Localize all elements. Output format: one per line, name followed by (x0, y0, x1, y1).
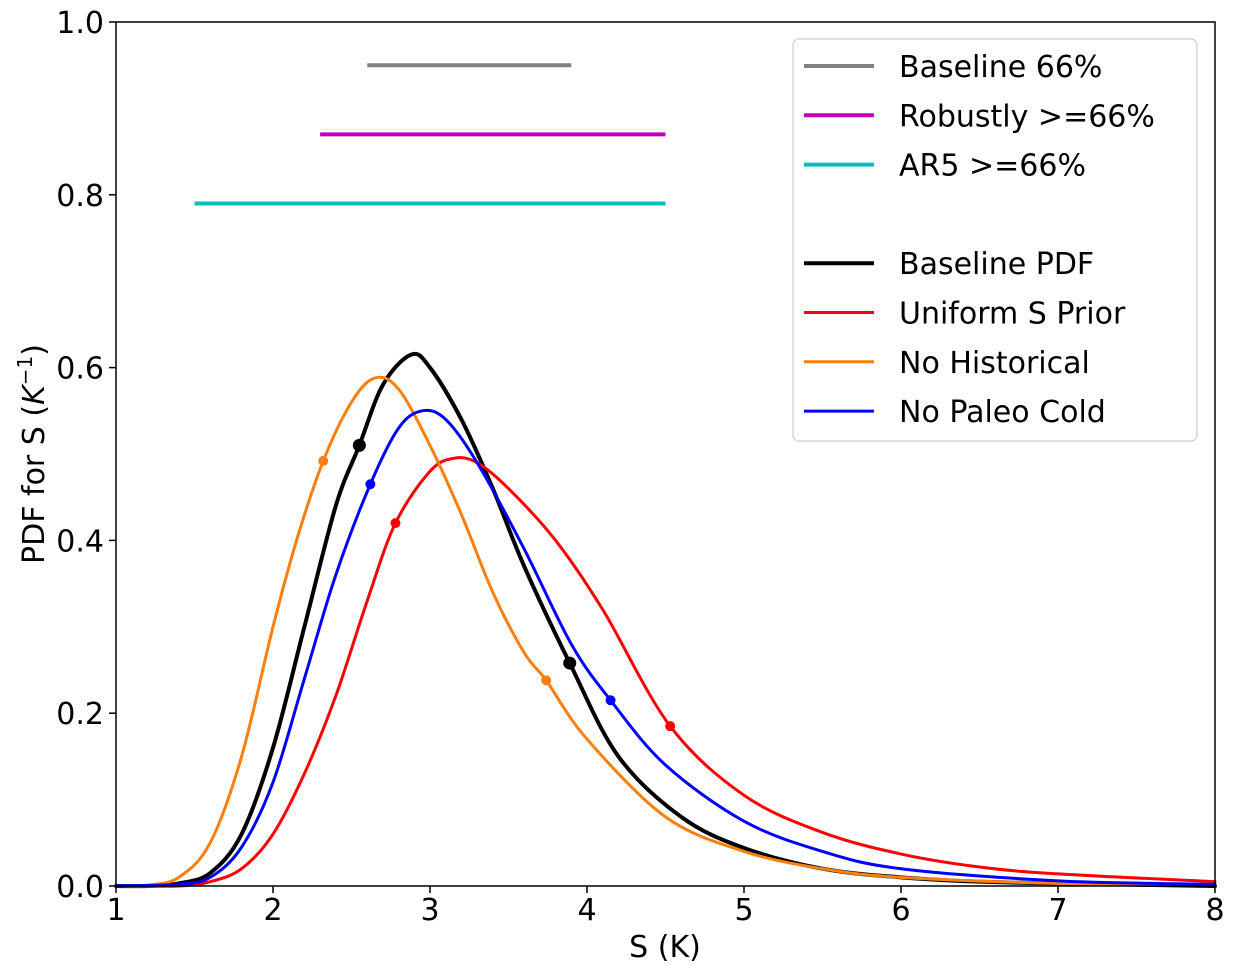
legend-label-baseline-66: Baseline 66% (899, 50, 1102, 85)
legend-label-no-paleo-cold: No Paleo Cold (899, 395, 1106, 430)
y-tick-label: 0.2 (56, 697, 104, 732)
series-line-no-paleo-cold (114, 408, 1217, 888)
legend-items: Baseline 66% Robustly >=66% AR5 >=66% Basel… (804, 50, 1155, 430)
y-tick-label: 0.6 (56, 352, 104, 387)
marker-no-historical-2 (541, 675, 552, 686)
legend-label-robustly-66: Robustly >=66% (899, 99, 1155, 134)
x-axis-label: S (K) (629, 930, 701, 965)
marker-baseline-pdf-1 (352, 438, 366, 452)
y-axis-label-close: ) (17, 344, 52, 356)
x-tick-label: 4 (577, 893, 596, 928)
y-axis-label-main: PDF for S ( (17, 405, 52, 564)
marker-uniform-s-prior-2 (665, 721, 676, 732)
marker-no-historical-1 (318, 455, 329, 466)
marker-uniform-s-prior-1 (390, 518, 401, 529)
y-tick-label: 0.0 (56, 870, 104, 905)
legend: Baseline 66% Robustly >=66% AR5 >=66% Basel… (792, 38, 1198, 442)
legend-box (792, 38, 1198, 442)
legend-label-ar5-66: AR5 >=66% (899, 149, 1086, 184)
x-tick-label: 3 (420, 893, 439, 928)
y-axis-label: PDF for S (K−1) (13, 344, 52, 564)
x-tick-label: 8 (1205, 893, 1224, 928)
series-line-uniform-s-prior (114, 456, 1217, 888)
y-tick-label: 0.4 (56, 524, 104, 559)
x-tick-label: 6 (891, 893, 910, 928)
legend-label-no-historical: No Historical (899, 346, 1090, 381)
marker-no-paleo-cold-2 (605, 695, 616, 706)
y-axis: 0.0 0.2 0.4 0.6 0.8 1.0 (56, 6, 116, 905)
legend-label-baseline-pdf: Baseline PDF (899, 247, 1094, 282)
y-axis-label-exponent: −1 (13, 356, 37, 385)
plot-frame (115, 21, 1216, 887)
series-line-no-historical (114, 375, 1217, 888)
legend-label-uniform-s-prior: Uniform S Prior (899, 297, 1126, 332)
plot-content (114, 63, 1217, 889)
x-axis: 1 2 3 4 5 6 7 8 (106, 886, 1225, 928)
y-tick-label: 1.0 (56, 6, 104, 41)
y-tick-label: 0.8 (56, 179, 104, 214)
x-tick-label: 2 (263, 893, 282, 928)
x-tick-label: 5 (734, 893, 753, 928)
x-tick-label: 1 (106, 893, 125, 928)
marker-no-paleo-cold-1 (365, 479, 376, 490)
x-tick-label: 7 (1048, 893, 1067, 928)
marker-baseline-pdf-2 (563, 656, 577, 670)
y-axis-label-unit: K (17, 383, 52, 405)
